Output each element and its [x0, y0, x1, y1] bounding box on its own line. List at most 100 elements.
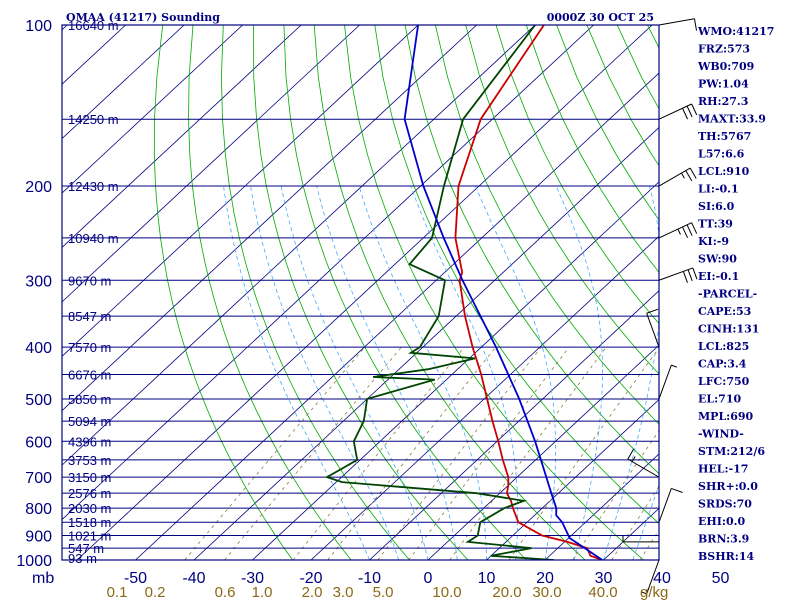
temperature-tick-label: 30 [595, 570, 613, 587]
height-label: 8547 m [68, 309, 111, 324]
wind-barb [646, 308, 660, 348]
index-line: WB0:709 [697, 60, 754, 73]
height-label: 7570 m [68, 340, 111, 355]
wind-barb [658, 18, 698, 31]
wind-barb [622, 535, 659, 543]
pressure-tick-label: 700 [25, 470, 52, 487]
height-label: 12430 m [68, 179, 119, 194]
height-label: 1518 m [68, 515, 111, 530]
index-line: WMO:41217 [697, 25, 774, 38]
mixing-ratio-tick-label: 2.0 [302, 584, 323, 600]
index-line: -PARCEL- [698, 288, 757, 301]
index-line: LCL:910 [698, 165, 750, 178]
index-line: PW:1.04 [698, 78, 749, 91]
height-label: 1021 m [68, 529, 111, 544]
index-line: BSHR:14 [698, 550, 754, 563]
wind-barb [658, 222, 698, 239]
height-label: 4396 m [68, 434, 111, 449]
index-line: LCL:825 [698, 340, 749, 353]
temperature-profile [454, 25, 603, 560]
mixing-ratio-tick-label: 0.6 [215, 584, 236, 600]
valid-time: 0000Z 30 OCT 25 [547, 11, 654, 24]
index-line: SRDS:70 [698, 498, 752, 511]
isotherm-line [76, 25, 653, 560]
pressure-tick-label: 100 [25, 18, 52, 35]
wind-barb [627, 448, 660, 478]
wind-barb [658, 267, 698, 283]
mixing-ratio-tick-label: 0.1 [107, 584, 128, 600]
index-line: CAPE:53 [698, 305, 751, 318]
temperature-tick-label: -30 [241, 570, 264, 587]
mixing-ratio-tick-label: 30.0 [532, 584, 561, 600]
stability-indices: WMO:41217 FRZ:573 WB0:709 PW:1.04 RH:27.3 MAX… [697, 25, 774, 563]
index-line: MAXT:33.9 [698, 113, 766, 126]
height-label: 93 m [68, 551, 97, 566]
wind-barb [658, 364, 678, 400]
plot-frame [61, 24, 660, 561]
height-label: 3150 m [68, 470, 111, 485]
mixing-ratio-tick-label: 20.0 [492, 584, 521, 600]
height-label: 10940 m [68, 231, 119, 246]
moist-adiabat [223, 186, 370, 560]
index-line: EI:-0.1 [698, 270, 739, 283]
station-title: OMAA (41217) Sounding [66, 11, 220, 24]
mixing-ratio-tick-label: 5.0 [373, 584, 394, 600]
isotherm-line [62, 25, 419, 357]
isotherm-line [486, 398, 659, 560]
height-label: 16640 m [68, 18, 119, 33]
height-label: 14250 m [68, 112, 119, 127]
isotherm-line [62, 25, 185, 140]
index-line: -WIND- [698, 428, 744, 441]
index-line: SW:90 [698, 253, 737, 266]
isotherm-line [544, 453, 659, 560]
index-line: HEL:-17 [698, 463, 748, 476]
parcel-profile [403, 25, 603, 560]
temperature-tick-label: 0 [424, 570, 433, 587]
pressure-tick-label: 500 [25, 392, 52, 409]
mixing-ratio-tick-label: 40.0 [588, 584, 617, 600]
wind-barb [658, 167, 697, 187]
isotherm-line [310, 235, 659, 560]
isotherm-line [252, 181, 659, 560]
pressure-tick-label: 400 [25, 340, 52, 357]
isotherm-line [369, 290, 659, 560]
temperature-tick-label: 20 [536, 570, 554, 587]
isotherm-line [62, 25, 302, 248]
index-line: BRN:3.9 [698, 533, 749, 546]
wind-barb [640, 559, 660, 595]
temperature-tick-label: 40 [653, 570, 671, 587]
height-label: 9670 m [68, 273, 111, 288]
index-line: MPL:690 [698, 410, 754, 423]
mixing-ratio-tick-label: 0.2 [145, 584, 166, 600]
pressure-tick-label: 1000 [16, 553, 52, 570]
height-label: 3753 m [68, 453, 111, 468]
isotherm-line [62, 25, 594, 521]
temperature-tick-label: -50 [124, 570, 147, 587]
temperature-tick-label: 10 [478, 570, 496, 587]
isotherm-line [62, 25, 360, 303]
moist-adiabat [250, 186, 400, 560]
pressure-tick-label: 200 [25, 179, 52, 196]
index-line: L57:6.6 [698, 148, 745, 161]
pressure-tick-label: 800 [25, 501, 52, 518]
mixing-ratio-tick-label: 3.0 [333, 584, 354, 600]
moist-adiabat [632, 483, 659, 560]
isotherm-line [62, 25, 243, 194]
height-label: 2030 m [68, 501, 111, 516]
sounding-profiles [324, 25, 603, 560]
isotherm-line [427, 344, 659, 560]
index-line: STM:212/6 [698, 445, 765, 458]
height-label: 547 m [68, 541, 104, 556]
pressure-tick-label: 900 [25, 529, 52, 546]
temperature-tick-label: -20 [299, 570, 322, 587]
isotherm-line [193, 126, 659, 560]
index-line: CAP:3.4 [698, 358, 747, 371]
pressure-unit-label: mb [32, 570, 54, 587]
height-label: 6676 m [68, 367, 111, 382]
index-line: TH:5767 [698, 130, 751, 143]
wind-barbs [622, 18, 698, 595]
height-label: 5094 m [68, 414, 111, 429]
